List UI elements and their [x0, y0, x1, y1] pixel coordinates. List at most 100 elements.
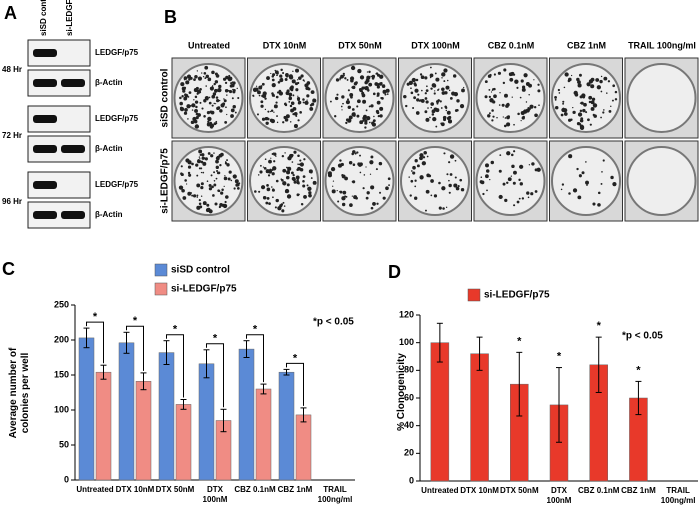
colony [529, 104, 534, 109]
dish [249, 146, 319, 216]
significance-bracket [286, 362, 304, 406]
colony [284, 152, 286, 154]
colony [493, 73, 496, 76]
colony [282, 72, 285, 75]
colony [427, 107, 429, 109]
colony [331, 189, 336, 194]
colony [576, 167, 579, 171]
colony [223, 176, 228, 181]
colony [299, 159, 302, 162]
colony [223, 185, 225, 188]
colony [527, 196, 530, 199]
colony [588, 79, 594, 84]
colony [191, 194, 194, 197]
colony [191, 162, 194, 166]
colony [230, 179, 233, 182]
panel-letter: B [164, 7, 177, 27]
colony [408, 176, 410, 178]
dish [626, 63, 697, 133]
colony [312, 98, 317, 103]
y-tick-label: 100 [399, 337, 414, 347]
x-tick-label: Untreated [76, 485, 114, 494]
colony [408, 80, 413, 86]
colony [272, 188, 275, 191]
colony [201, 156, 205, 160]
colony [489, 73, 492, 77]
colony [555, 105, 559, 110]
colony [182, 196, 187, 200]
colony [288, 74, 293, 79]
colony [259, 170, 263, 174]
colony [302, 98, 305, 101]
colony [446, 79, 449, 82]
colony [307, 186, 312, 192]
colony [218, 84, 222, 89]
colony [194, 95, 198, 99]
colony [292, 94, 295, 97]
colony [214, 202, 218, 206]
colony [600, 182, 603, 185]
colony [379, 106, 384, 111]
colony [300, 74, 304, 78]
colony [382, 89, 387, 94]
significance-marker: * [557, 350, 562, 362]
colony [334, 115, 337, 118]
colony [382, 196, 386, 200]
colony [184, 179, 187, 182]
colony [376, 202, 379, 205]
colony [426, 85, 428, 88]
colony [233, 187, 236, 190]
colony [206, 203, 210, 207]
colony [297, 119, 300, 122]
colony [310, 90, 315, 95]
colony [364, 121, 368, 125]
colony [188, 173, 192, 177]
significance-marker: * [213, 333, 218, 345]
colony [281, 154, 285, 158]
colony [603, 76, 608, 81]
colony [205, 74, 209, 79]
colony [265, 201, 269, 205]
colony [437, 99, 440, 102]
colony [270, 118, 276, 124]
colony [266, 117, 270, 121]
colony [448, 161, 451, 164]
colony [359, 171, 362, 174]
colony [274, 206, 277, 209]
bar [255, 388, 272, 481]
colony [232, 90, 236, 94]
colony [196, 70, 199, 72]
colony [486, 189, 488, 192]
colony [362, 116, 366, 121]
colony [332, 180, 335, 182]
band [61, 79, 85, 87]
colony [425, 100, 429, 104]
band [33, 211, 57, 219]
colony [195, 105, 198, 109]
colony [563, 86, 566, 89]
colony [433, 92, 436, 95]
colony [414, 159, 418, 163]
colony [188, 162, 190, 165]
colony [195, 112, 199, 116]
colony [275, 101, 278, 104]
colony [273, 104, 278, 109]
colony [214, 80, 219, 84]
colony [587, 118, 590, 122]
x-tick-label: DTX 50nM [155, 485, 195, 494]
colony [435, 77, 440, 82]
time-label: 96 Hr [2, 197, 22, 206]
colony [295, 88, 299, 92]
colony [564, 72, 569, 77]
colony [611, 99, 614, 102]
colony [534, 190, 538, 193]
colony [306, 99, 308, 101]
colony [440, 107, 443, 109]
colony [294, 82, 298, 86]
colony [276, 121, 279, 124]
colony [366, 116, 371, 121]
colony [258, 85, 263, 90]
colony [554, 96, 557, 99]
colony [207, 99, 209, 101]
